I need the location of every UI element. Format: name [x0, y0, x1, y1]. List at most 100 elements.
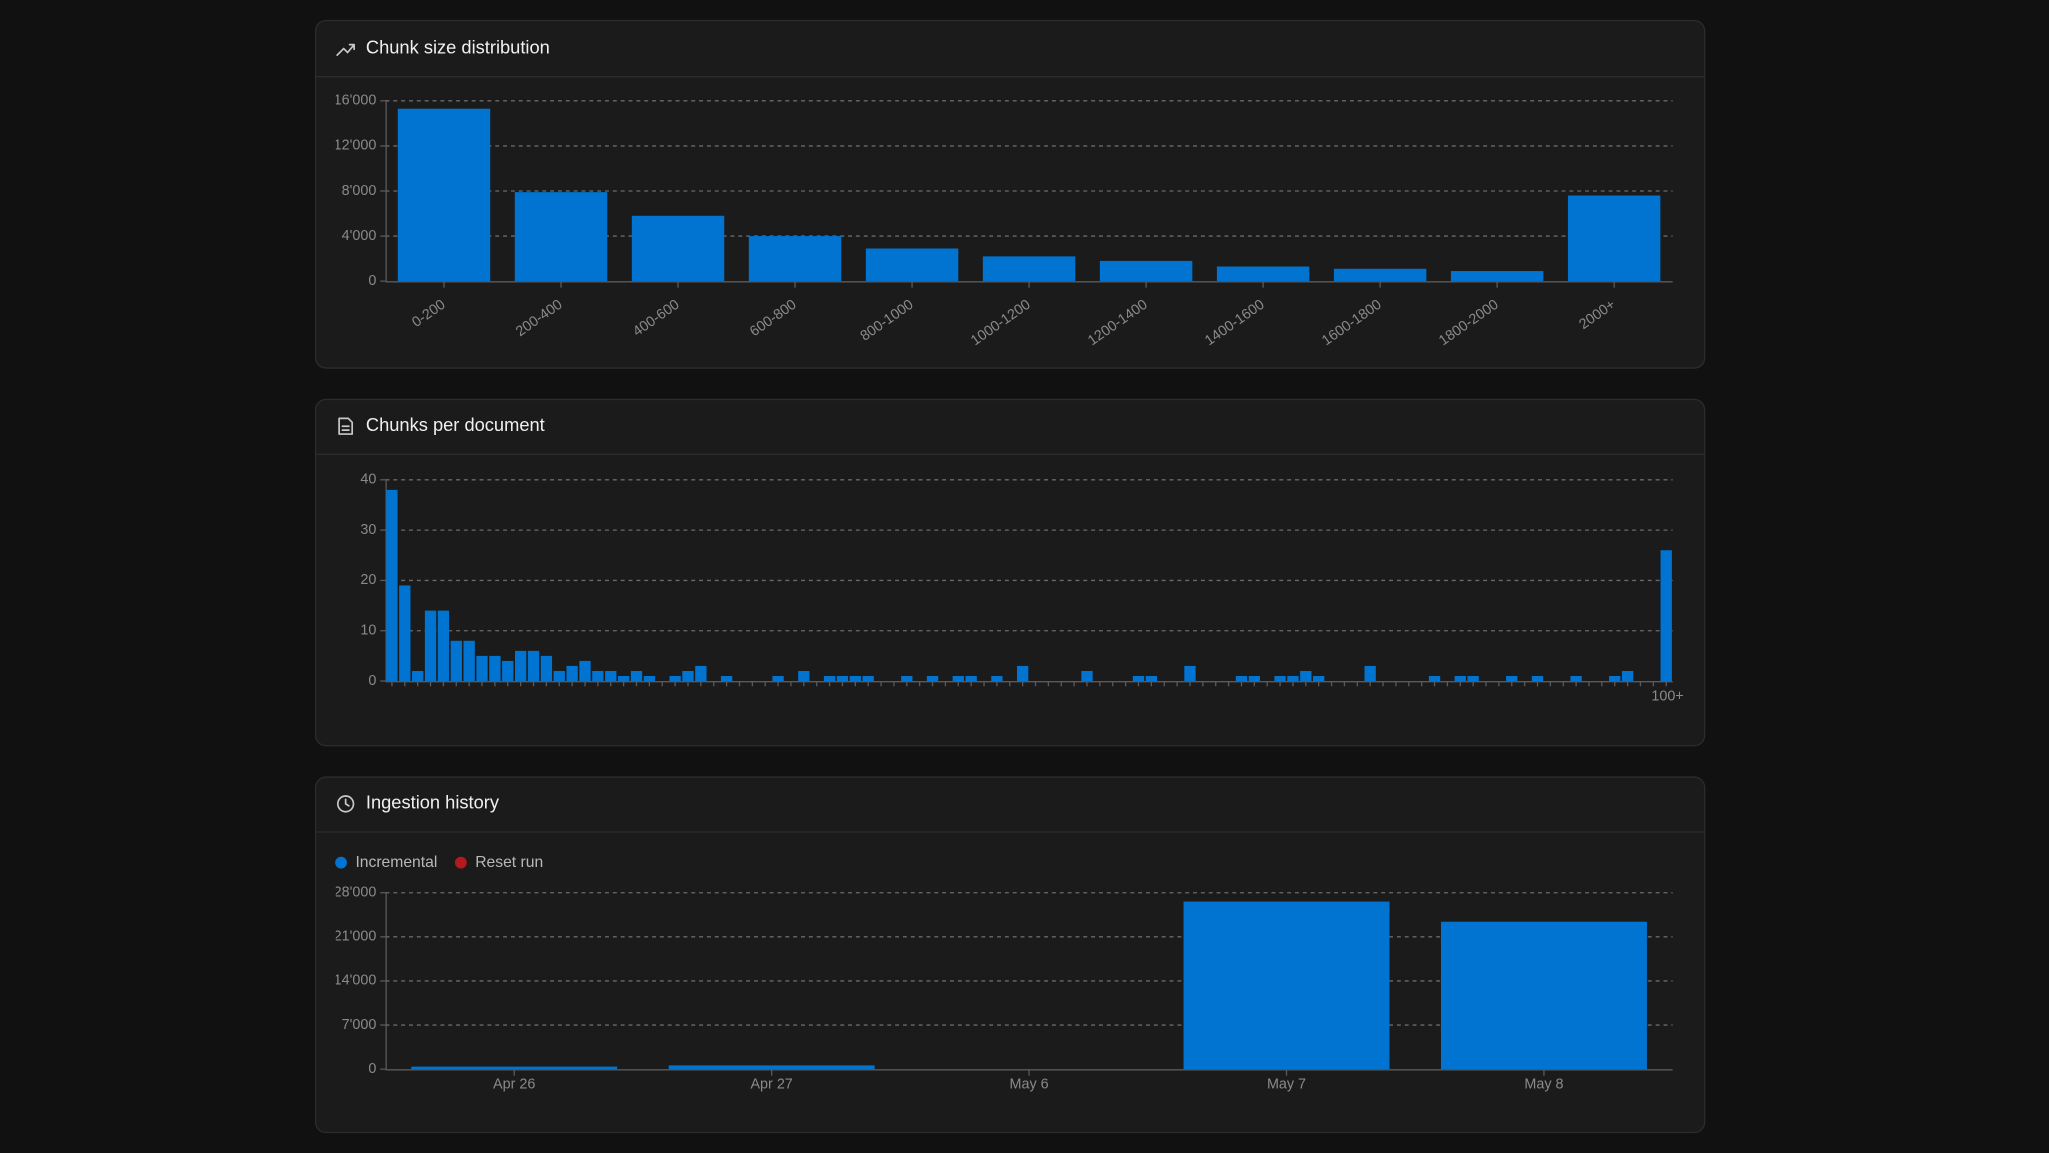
bar	[643, 676, 656, 682]
bar	[386, 489, 398, 682]
card-title: Chunks per document	[366, 414, 545, 435]
bar	[720, 676, 733, 682]
clock-icon	[336, 795, 355, 813]
bar	[1467, 676, 1479, 682]
bar	[1428, 676, 1441, 682]
bar	[1248, 676, 1260, 682]
bar	[669, 676, 681, 682]
bar	[1184, 665, 1196, 682]
y-axis-labels: 0 10 20 30 40	[360, 472, 376, 689]
bar	[1132, 676, 1145, 682]
y-tick-label: 20	[360, 572, 376, 588]
bar	[617, 676, 630, 682]
bar	[1235, 676, 1248, 682]
bar	[424, 610, 437, 682]
y-tick-label: 12'000	[334, 138, 377, 154]
y-tick-label: 28'000	[334, 885, 377, 901]
bar	[901, 676, 913, 682]
bar	[1287, 676, 1299, 682]
legend-swatch	[454, 856, 467, 869]
bar	[682, 670, 694, 682]
card-title: Ingestion history	[366, 792, 500, 813]
bar	[798, 670, 810, 682]
y-axis-labels: 0 4'000 8'000 12'000 16'000	[334, 93, 377, 289]
bar	[1570, 676, 1582, 682]
bar	[502, 660, 514, 682]
bar	[566, 665, 578, 682]
y-tick-label: 21'000	[334, 929, 377, 945]
y-axis-labels: 0 7'000 14'000 21'000 28'000	[334, 885, 377, 1077]
bar	[1454, 676, 1466, 682]
x-tick-label: May 7	[1267, 1077, 1306, 1093]
bar	[1313, 676, 1325, 682]
bar	[411, 1066, 618, 1070]
bar	[489, 655, 501, 682]
card	[314, 398, 1706, 747]
x-tick-label: May 8	[1524, 1077, 1563, 1093]
bar	[668, 1065, 875, 1070]
bar	[540, 655, 553, 682]
bar	[1621, 670, 1634, 682]
y-tick-label: 4'000	[342, 228, 377, 244]
bar	[695, 665, 707, 682]
clock-hands	[344, 798, 350, 807]
bar	[1440, 921, 1647, 1070]
y-tick-label: 16'000	[334, 93, 377, 109]
bar	[399, 585, 411, 682]
bar	[1450, 271, 1544, 282]
y-tick-label: 14'000	[334, 973, 377, 989]
bar	[991, 676, 1003, 682]
bar	[836, 676, 849, 682]
bar	[450, 640, 462, 682]
legend-swatch	[335, 856, 347, 869]
y-tick-label: 0	[368, 1061, 376, 1077]
bar	[1660, 550, 1672, 682]
document-icon	[338, 417, 354, 435]
bar	[1609, 676, 1621, 682]
bar	[553, 670, 565, 682]
bar	[514, 192, 608, 282]
bar	[579, 660, 591, 682]
bar	[1183, 901, 1390, 1070]
bar	[1016, 665, 1029, 682]
bar	[631, 215, 725, 282]
bar	[1333, 268, 1427, 282]
bar	[926, 676, 939, 682]
bar	[1081, 670, 1093, 682]
bar	[862, 676, 874, 682]
bar	[748, 236, 842, 282]
y-tick-label: 8'000	[342, 183, 377, 199]
bar	[1531, 676, 1544, 682]
bar	[630, 670, 643, 682]
x-tick-label: 100+	[1651, 689, 1683, 705]
bar	[476, 655, 488, 682]
bar	[463, 640, 475, 682]
y-tick-label: 40	[360, 472, 376, 488]
bar	[1300, 670, 1312, 682]
bar	[772, 676, 784, 682]
y-tick-label: 0	[368, 673, 376, 689]
bar	[1364, 665, 1376, 682]
y-tick-label: 7'000	[342, 1017, 377, 1033]
legend-label: Incremental	[355, 854, 437, 871]
bar	[412, 670, 424, 682]
bar	[437, 610, 450, 682]
legend-label: Reset run	[475, 854, 543, 871]
bar	[1099, 260, 1193, 282]
bar	[823, 676, 836, 682]
bar	[1216, 266, 1310, 282]
bar	[527, 650, 540, 682]
bar	[982, 256, 1076, 282]
x-tick-label: Apr 27	[750, 1077, 792, 1093]
bar	[605, 670, 617, 682]
bar	[514, 650, 527, 682]
y-tick-label: 10	[360, 623, 376, 639]
bar	[849, 676, 861, 682]
x-tick-label: Apr 26	[493, 1077, 535, 1093]
bar	[865, 248, 959, 282]
bar	[1274, 676, 1286, 682]
bar	[592, 670, 604, 682]
y-tick-label: 0	[368, 273, 376, 289]
